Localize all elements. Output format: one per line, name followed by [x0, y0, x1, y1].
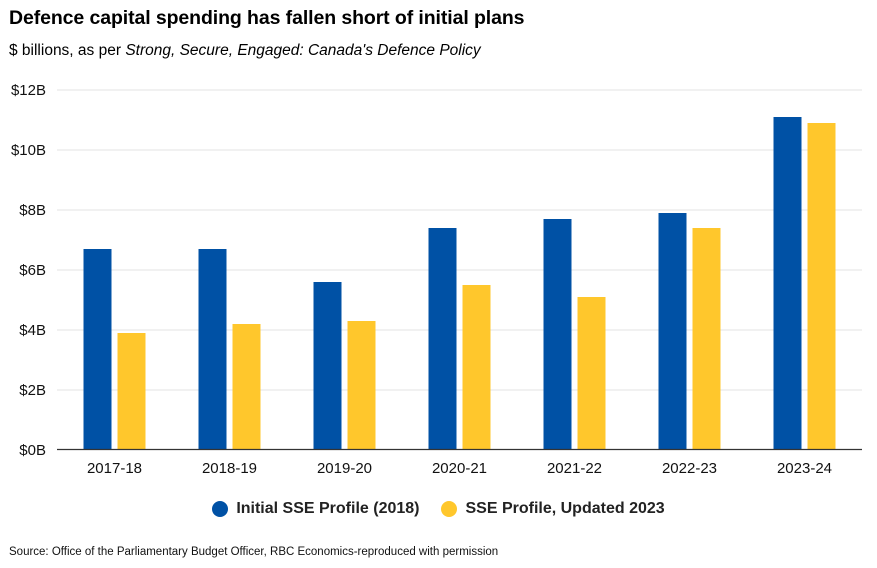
bar-updated-2017-18 — [117, 333, 146, 450]
x-tick-label: 2020-21 — [432, 460, 487, 477]
y-tick-label: $6B — [19, 262, 46, 279]
bar-updated-2023-24 — [807, 123, 836, 450]
x-tick-label: 2018-19 — [202, 460, 257, 477]
legend-dot-updated — [441, 501, 458, 517]
bar-updated-2018-19 — [232, 324, 261, 450]
x-axis-ticks: 2017-18 2018-19 2019-20 2020-21 2021-22 2022-… — [87, 460, 832, 477]
bar-initial-2023-24 — [773, 117, 802, 450]
y-tick-label: $0B — [19, 442, 46, 459]
source-note: Source: Office of the Parliamentary Budg… — [9, 546, 499, 558]
bar-updated-2021-22 — [577, 297, 606, 450]
y-tick-label: $2B — [19, 382, 46, 399]
legend-label-initial: Initial SSE Profile (2018) — [236, 500, 420, 517]
y-tick-label: $12B — [11, 82, 46, 99]
bar-updated-2022-23 — [692, 228, 721, 450]
y-axis-ticks: $0B $2B $4B $6B $8B $10B $12B — [11, 82, 46, 459]
legend-label-updated: SSE Profile, Updated 2023 — [465, 500, 665, 517]
chart-subtitle: $ billions, as per Strong, Secure, Engag… — [9, 42, 481, 60]
x-tick-label: 2022-23 — [662, 460, 717, 477]
y-tick-label: $8B — [19, 202, 46, 219]
y-tick-label: $10B — [11, 142, 46, 159]
subtitle-prefix: $ billions, as per — [9, 42, 126, 59]
chart-title: Defence capital spending has fallen shor… — [9, 7, 525, 29]
gridlines — [57, 89, 862, 391]
subtitle-policy-name: Strong, Secure, Engaged: Canada's Defenc… — [125, 42, 481, 59]
bar-updated-2019-20 — [347, 321, 376, 450]
bar-updated-2020-21 — [462, 285, 491, 450]
x-tick-label: 2017-18 — [87, 460, 142, 477]
legend-dot-initial — [212, 501, 229, 517]
y-tick-label: $4B — [19, 322, 46, 339]
bar-initial-2018-19 — [198, 249, 227, 450]
bar-initial-2017-18 — [83, 249, 112, 450]
bar-initial-2021-22 — [543, 219, 572, 450]
bars — [83, 117, 836, 450]
bar-initial-2019-20 — [313, 282, 342, 450]
x-tick-label: 2021-22 — [547, 460, 602, 477]
legend-item-updated: SSE Profile, Updated 2023 — [441, 500, 665, 518]
bar-initial-2020-21 — [428, 228, 457, 450]
x-tick-label: 2023-24 — [777, 460, 832, 477]
legend: Initial SSE Profile (2018) SSE Profile, … — [0, 500, 877, 518]
legend-item-initial: Initial SSE Profile (2018) — [212, 500, 419, 518]
x-tick-label: 2019-20 — [317, 460, 372, 477]
bar-initial-2022-23 — [658, 213, 687, 450]
